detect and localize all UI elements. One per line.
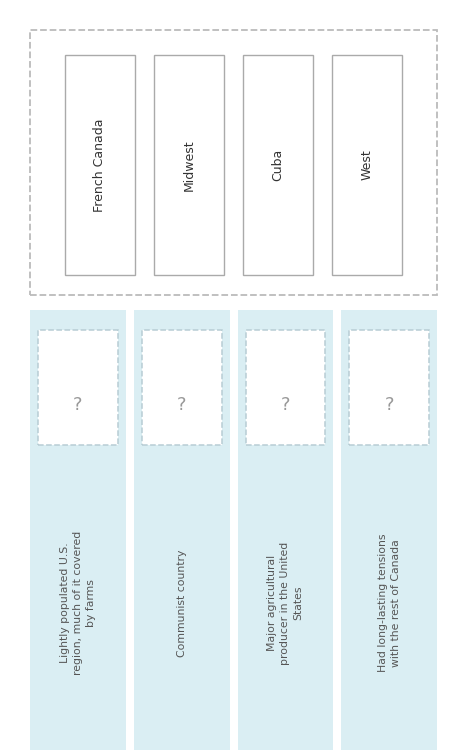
Bar (30, 310, 126, 750)
Text: West: West (361, 149, 374, 180)
Text: ?: ? (281, 396, 290, 414)
Bar (30, 30, 437, 295)
Bar (38, 330, 118, 445)
Bar (246, 330, 325, 445)
Text: ?: ? (384, 396, 394, 414)
Text: Had long-lasting tensions
with the rest of Canada: Had long-lasting tensions with the rest … (377, 534, 401, 672)
Bar (154, 55, 224, 275)
Text: Midwest: Midwest (183, 139, 195, 191)
Bar (333, 55, 403, 275)
Bar (238, 310, 333, 750)
Text: French Canada: French Canada (93, 118, 106, 212)
Text: Major agricultural
producer in the United
States: Major agricultural producer in the Unite… (267, 541, 304, 665)
Bar (341, 310, 437, 750)
Bar (243, 55, 313, 275)
Text: ?: ? (177, 396, 186, 414)
Bar (64, 55, 134, 275)
Text: ?: ? (73, 396, 83, 414)
Bar (134, 310, 229, 750)
Bar (349, 330, 429, 445)
Text: Lightly populated U.S.
region, much of it covered
by farms: Lightly populated U.S. region, much of i… (60, 531, 96, 675)
Text: Cuba: Cuba (272, 149, 284, 181)
Text: Communist country: Communist country (177, 549, 187, 656)
Bar (142, 330, 221, 445)
